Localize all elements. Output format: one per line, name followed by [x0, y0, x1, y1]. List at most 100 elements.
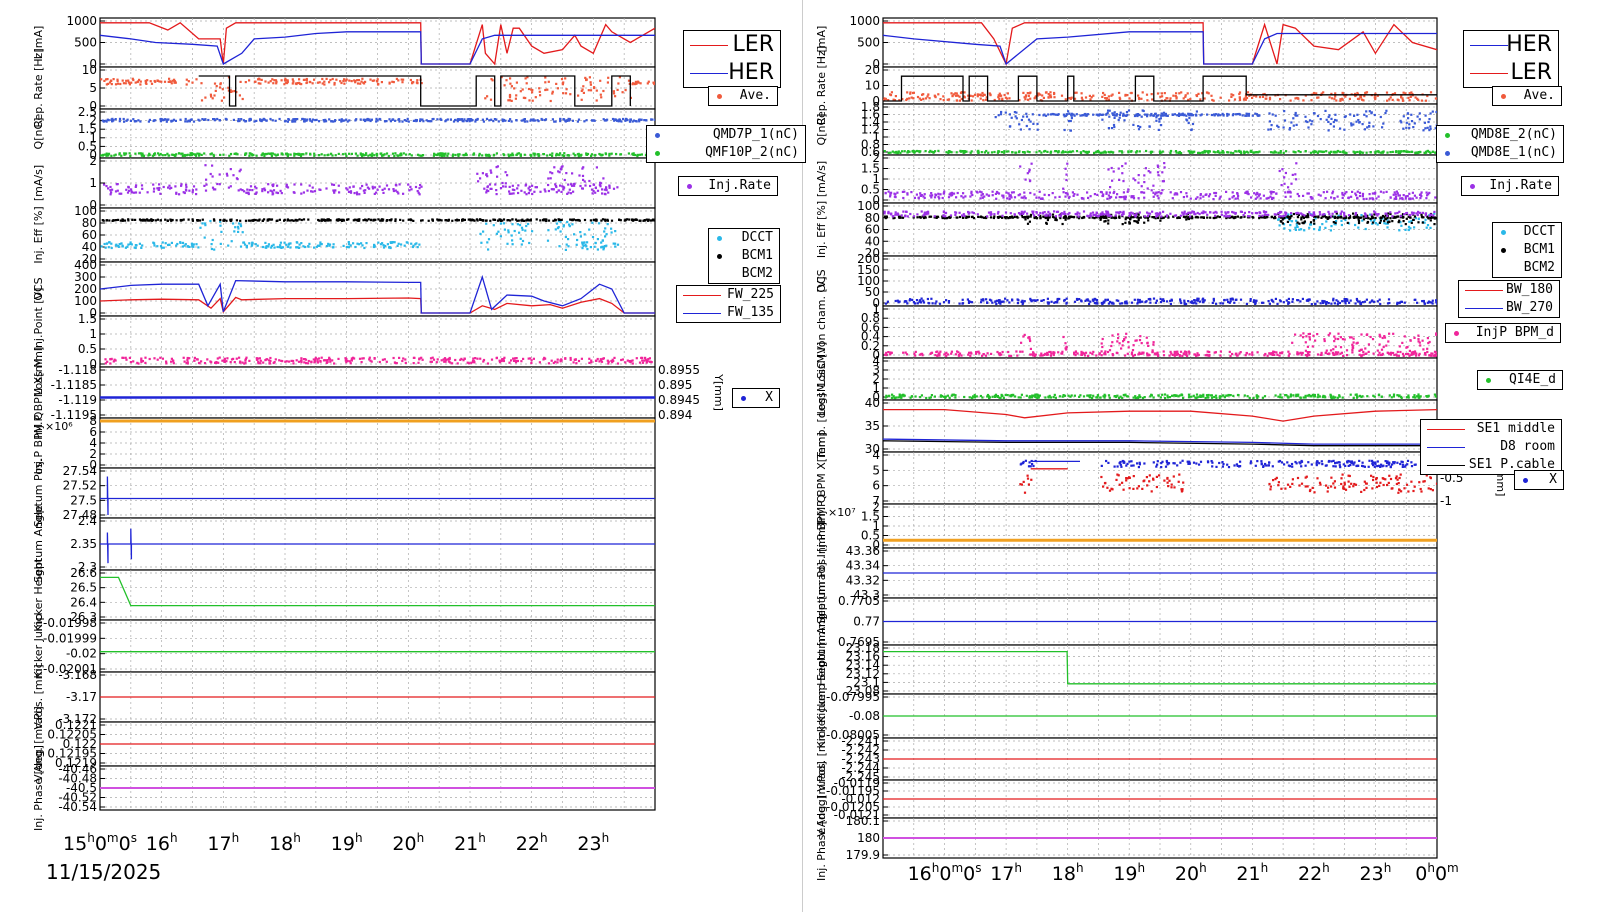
series-point — [486, 95, 489, 98]
y-axis-label: V.Pos. [mm] — [32, 664, 45, 729]
series-point — [1343, 151, 1346, 154]
series-point — [592, 183, 595, 186]
series-point — [118, 192, 121, 195]
series-point — [302, 153, 305, 156]
series-point — [503, 356, 506, 359]
series-point — [537, 153, 540, 156]
series-point — [1386, 151, 1389, 154]
series-point — [1401, 198, 1404, 201]
series-point — [1322, 91, 1325, 94]
series-point — [898, 99, 901, 102]
series-point — [1329, 229, 1332, 232]
series-point — [398, 183, 401, 186]
series-point — [1227, 113, 1230, 116]
series-point — [1386, 99, 1389, 102]
series-point — [1321, 215, 1324, 218]
series-point — [1024, 94, 1028, 97]
series-point — [581, 187, 584, 190]
series-point — [161, 241, 164, 244]
series-point — [920, 194, 923, 197]
series-point — [1075, 150, 1079, 153]
series-point — [603, 119, 606, 122]
series-point — [1112, 113, 1115, 116]
series-point — [126, 118, 129, 121]
series-point — [281, 246, 285, 249]
series-point — [1136, 221, 1140, 224]
series-point — [275, 80, 278, 83]
y-tick-label: 1 — [89, 131, 97, 145]
series-point — [1101, 95, 1104, 98]
series-point — [137, 119, 140, 122]
series-point — [319, 241, 322, 244]
series-point — [134, 218, 137, 221]
series-point — [194, 153, 197, 157]
series-point — [528, 99, 531, 102]
y-axis-label: Rep. Rate [Hz] — [815, 46, 828, 125]
series-point — [131, 218, 134, 221]
series-point — [1244, 98, 1247, 101]
series-point — [1268, 112, 1271, 115]
series-point — [603, 230, 606, 233]
series-point — [368, 187, 371, 190]
y-tick-label: -1.1195 — [51, 408, 97, 422]
series-point — [1073, 193, 1076, 196]
series-point — [509, 219, 512, 222]
series-point — [499, 235, 502, 238]
series-point — [354, 152, 357, 155]
series-point — [300, 242, 303, 245]
series-point — [236, 178, 239, 181]
series-point — [296, 219, 299, 222]
series-point — [1381, 151, 1384, 154]
y-tick-label: 40 — [82, 240, 97, 254]
series-point — [452, 120, 456, 123]
series-point — [361, 154, 364, 158]
series-point — [1084, 96, 1088, 99]
series-point — [1271, 151, 1274, 154]
series-point — [293, 154, 296, 157]
series-point — [167, 118, 170, 121]
series-point — [379, 219, 382, 222]
series-point — [586, 152, 590, 156]
series-point — [942, 95, 945, 98]
series-point — [218, 119, 221, 122]
series-point — [603, 188, 606, 191]
series-point — [1385, 190, 1388, 193]
series-point — [1135, 150, 1139, 153]
series-point — [645, 360, 648, 363]
series-point — [1414, 96, 1417, 99]
series-point — [612, 92, 616, 95]
series-point — [279, 189, 282, 192]
series-point — [1304, 150, 1307, 153]
series-point — [1110, 127, 1114, 130]
series-point — [1234, 197, 1237, 200]
series-point — [571, 184, 574, 187]
series-point — [412, 119, 415, 122]
series-point — [1429, 127, 1432, 130]
series-point — [398, 120, 401, 123]
series-point — [378, 185, 381, 188]
series-point — [1341, 91, 1344, 94]
series-point — [251, 219, 254, 222]
series-point — [1391, 220, 1394, 223]
series-point — [198, 154, 201, 157]
series-point — [401, 81, 404, 84]
series-point — [272, 82, 275, 85]
series-point — [1092, 94, 1095, 97]
series-point — [139, 80, 142, 83]
series-point — [358, 193, 361, 196]
series-point — [516, 359, 519, 363]
series-point — [160, 80, 163, 83]
series-point — [1325, 118, 1328, 121]
series-point — [1196, 196, 1199, 199]
series-point — [318, 219, 321, 222]
series-point — [472, 357, 475, 360]
series-point — [1221, 112, 1224, 115]
series-point — [913, 151, 916, 154]
series-point — [1184, 94, 1187, 97]
y-tick-label: -1.118 — [58, 363, 97, 377]
series-point — [1335, 212, 1338, 215]
series-point — [482, 230, 485, 233]
series-point — [1119, 97, 1122, 100]
series-point — [1021, 215, 1024, 219]
